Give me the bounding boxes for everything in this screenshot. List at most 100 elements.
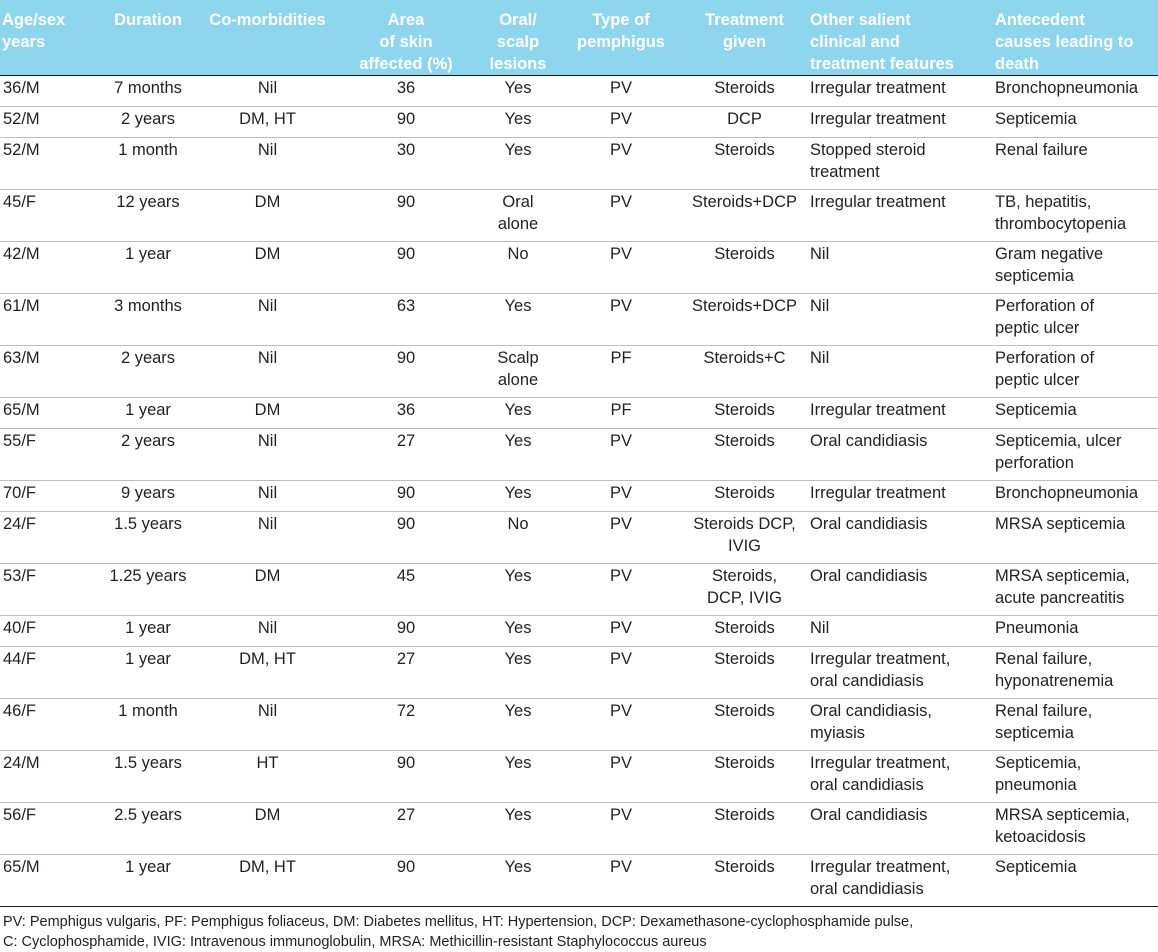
- table-row: 70/F 9 years Nil 90 Yes PV Steroids Irregular t…: [0, 480, 1158, 512]
- cell-other-features: Oral candidiasis, myiasis: [806, 698, 990, 751]
- cell-comorbidities: DM: [200, 802, 335, 855]
- cell-treatment: Steroids: [683, 241, 806, 294]
- footnote-line-1: PV: Pemphigus vulgaris, PF: Pemphigus fo…: [3, 914, 914, 930]
- cell-line: PV: [609, 754, 632, 772]
- cell-area: 27: [335, 802, 477, 855]
- cell-type: PV: [559, 698, 683, 751]
- cell-duration: 2 years: [96, 428, 200, 481]
- cell-type: PV: [559, 189, 683, 242]
- cell-line: Irregular treatment,: [810, 754, 951, 772]
- cell-oral-scalp: Yes: [477, 293, 559, 346]
- cell-comorbidities: Nil: [200, 428, 335, 481]
- cell-line: 52/M: [3, 141, 40, 159]
- cell-oral-scalp: Yes: [477, 137, 559, 190]
- cell-line: PV: [609, 245, 632, 263]
- cell-type: PV: [559, 241, 683, 294]
- cell-duration: 2 years: [96, 106, 200, 138]
- cell-line: Nil: [257, 702, 278, 720]
- cell-other-features: Irregular treatment: [806, 106, 990, 138]
- cell-line: Nil: [257, 141, 278, 159]
- cell-line: Yes: [504, 432, 532, 450]
- cell-treatment: Steroids, DCP, IVIG: [683, 563, 806, 616]
- cell-duration: 3 months: [96, 293, 200, 346]
- cell-antecedent-causes: Renal failure, hyponatrenemia: [990, 646, 1158, 699]
- table-row: 65/M 1 year DM, HT 90 Yes PV Steroids Irregular…: [0, 854, 1158, 907]
- cell-type: PV: [559, 854, 683, 907]
- cell-line: 40/F: [3, 619, 37, 637]
- cell-comorbidities: Nil: [200, 615, 335, 647]
- table-row: 52/M 2 years DM, HT 90 Yes PV DCP Irregular tre…: [0, 106, 1158, 138]
- cell-oral-scalp: Yes: [477, 480, 559, 512]
- cell-line: PV: [609, 297, 632, 315]
- cell-type: PV: [559, 428, 683, 481]
- table-row: 42/M 1 year DM 90 No PV Steroids Nil Gram negati…: [0, 241, 1158, 294]
- cell-area: 72: [335, 698, 477, 751]
- cell-treatment: Steroids: [683, 854, 806, 907]
- cell-antecedent-causes: Renal failure, septicemia: [990, 698, 1158, 751]
- cell-line: Yes: [504, 567, 532, 585]
- header-line: Type of: [592, 11, 650, 29]
- cell-other-features: Nil: [806, 345, 990, 398]
- cell-area: 90: [335, 480, 477, 512]
- table-row: 61/M 3 months Nil 63 Yes PV Steroids+DCP Nil Per…: [0, 293, 1158, 346]
- cell-line: 36: [396, 401, 416, 419]
- cell-line: PV: [609, 702, 632, 720]
- cell-age-sex: 52/M: [0, 137, 96, 190]
- cell-oral-scalp: Yes: [477, 75, 559, 107]
- table-row: 63/M 2 years Nil 90 Scalp alone PF Steroids+C Ni…: [0, 345, 1158, 398]
- cell-line: No: [507, 515, 529, 533]
- cell-oral-scalp: Yes: [477, 750, 559, 803]
- cell-line: 27: [396, 650, 416, 668]
- cell-line: perforation: [995, 454, 1074, 472]
- cell-age-sex: 45/F: [0, 189, 96, 242]
- cell-line: Steroids: [714, 484, 775, 502]
- cell-line: oral candidiasis: [810, 776, 924, 794]
- cell-line: 1 year: [125, 401, 171, 419]
- cell-area: 36: [335, 75, 477, 107]
- cell-line: 24/M: [3, 754, 40, 772]
- cell-duration: 1 year: [96, 241, 200, 294]
- cell-line: Nil: [810, 349, 830, 367]
- cell-antecedent-causes: Septicemia, pneumonia: [990, 750, 1158, 803]
- cell-line: myiasis: [810, 724, 866, 742]
- cell-type: PF: [559, 345, 683, 398]
- cell-comorbidities: Nil: [200, 75, 335, 107]
- cell-line: 70/F: [3, 484, 37, 502]
- header-line: Treatment: [705, 11, 784, 29]
- cell-type: PV: [559, 75, 683, 107]
- cell-other-features: Nil: [806, 293, 990, 346]
- cell-duration: 1 year: [96, 646, 200, 699]
- cell-line: PV: [609, 650, 632, 668]
- cell-line: Scalp: [497, 349, 539, 367]
- cell-comorbidities: HT: [200, 750, 335, 803]
- cell-line: 1 month: [118, 702, 178, 720]
- table-row: 24/M 1.5 years HT 90 Yes PV Steroids Irregular …: [0, 750, 1158, 803]
- cell-line: PF: [610, 401, 632, 419]
- cell-line: peptic ulcer: [995, 371, 1080, 389]
- cell-treatment: Steroids: [683, 615, 806, 647]
- cell-line: 2.5 years: [114, 806, 182, 824]
- cell-age-sex: 44/F: [0, 646, 96, 699]
- cell-line: DM, HT: [239, 650, 296, 668]
- cell-other-features: Oral candidiasis: [806, 802, 990, 855]
- cell-other-features: Irregular treatment: [806, 189, 990, 242]
- header-line: pemphigus: [576, 33, 665, 51]
- cell-treatment: Steroids: [683, 646, 806, 699]
- table-row: 44/F 1 year DM, HT 27 Yes PV Steroids Irregular…: [0, 646, 1158, 699]
- cell-area: 30: [335, 137, 477, 190]
- table-row: 56/F 2.5 years DM 27 Yes PV Steroids Oral candi…: [0, 802, 1158, 855]
- header-treatment: Treatment given: [683, 0, 806, 76]
- cell-line: Perforation of: [995, 297, 1095, 315]
- cell-line: Steroids DCP,: [693, 515, 796, 533]
- cell-age-sex: 55/F: [0, 428, 96, 481]
- cell-other-features: Oral candidiasis: [806, 428, 990, 481]
- cell-line: DM, HT: [239, 110, 296, 128]
- cell-line: Nil: [257, 349, 278, 367]
- cell-line: 27: [396, 432, 416, 450]
- table-row: 55/F 2 years Nil 27 Yes PV Steroids Oral candid…: [0, 428, 1158, 481]
- cell-age-sex: 53/F: [0, 563, 96, 616]
- cell-duration: 9 years: [96, 480, 200, 512]
- header-line: death: [995, 55, 1040, 73]
- header-oral-scalp: Oral/scalp lesions: [477, 0, 559, 76]
- cell-antecedent-causes: Bronchopneumonia: [990, 75, 1158, 107]
